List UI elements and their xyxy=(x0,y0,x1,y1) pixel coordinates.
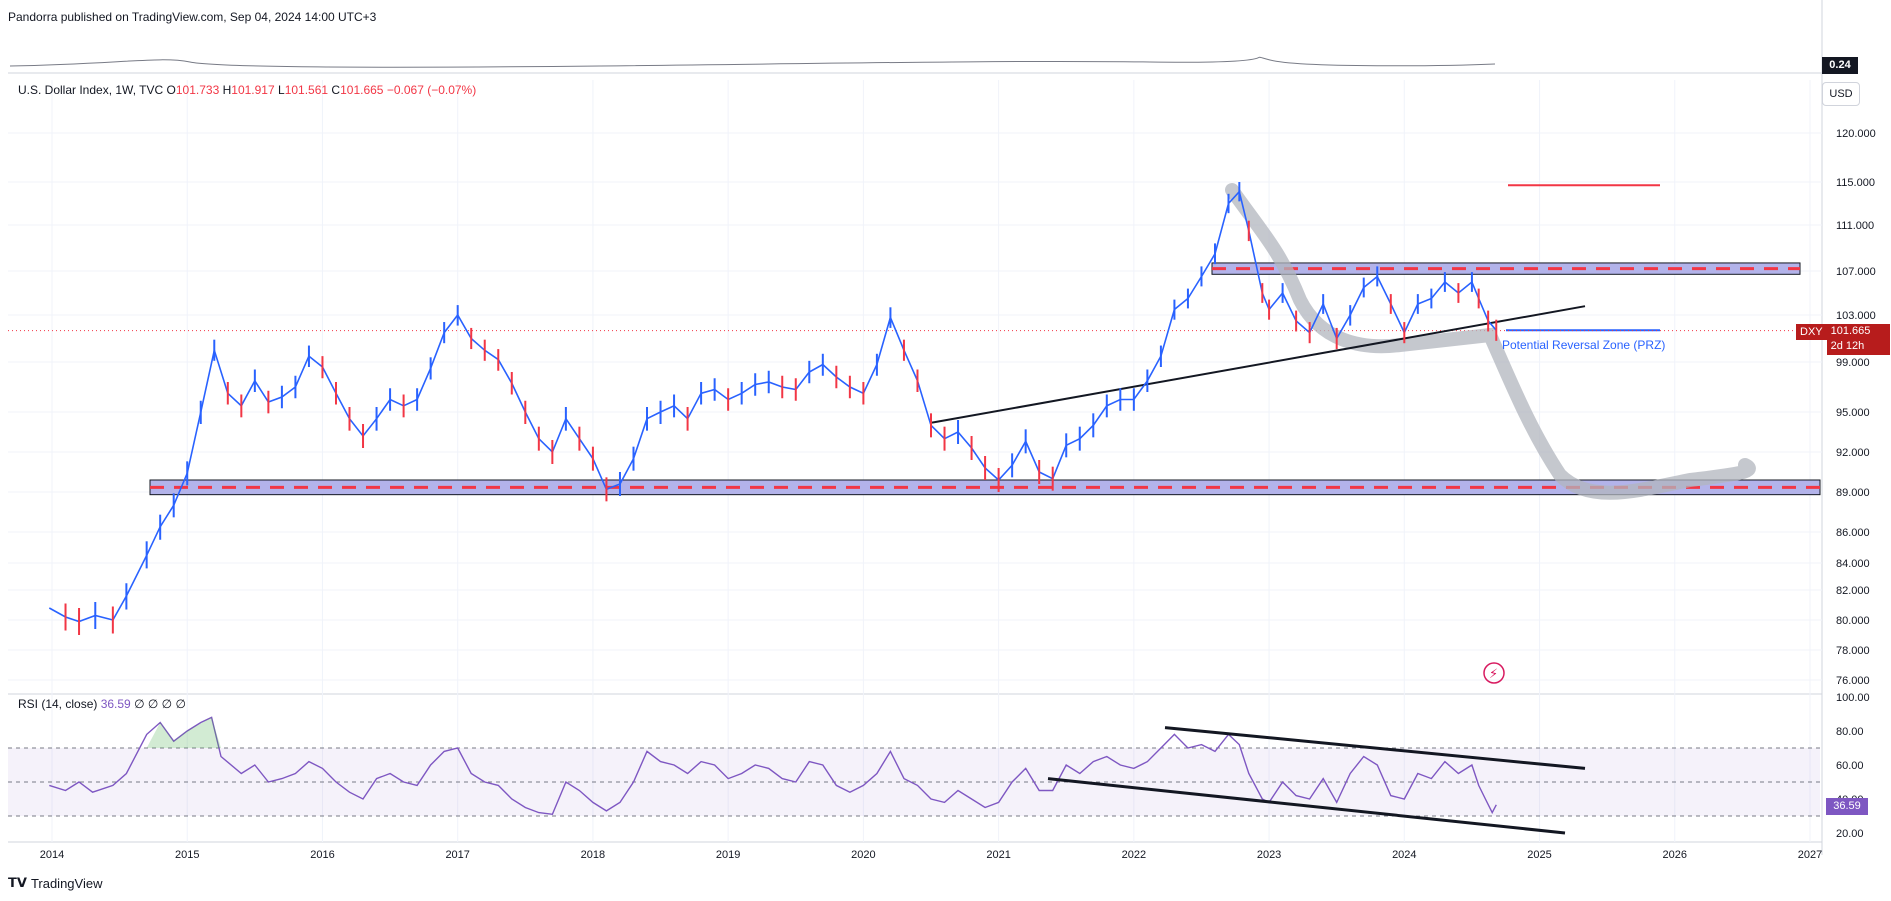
projection-path xyxy=(1225,183,1756,500)
x-tick-label: 2016 xyxy=(310,849,334,861)
y-tick-label: 80.000 xyxy=(1836,615,1870,627)
x-tick-label: 2025 xyxy=(1527,849,1551,861)
x-tick-label: 2024 xyxy=(1392,849,1416,861)
x-tick-label: 2017 xyxy=(445,849,469,861)
y-tick-label: 89.000 xyxy=(1836,487,1870,499)
y-tick-label: 84.000 xyxy=(1836,558,1870,570)
bar-countdown: 2d 12h xyxy=(1830,340,1865,352)
close-value: 101.665 xyxy=(340,83,384,97)
x-tick-label: 2018 xyxy=(581,849,605,861)
brand-label: TradingView xyxy=(30,875,103,891)
low-value: 101.561 xyxy=(284,83,329,97)
rsi-title[interactable]: RSI (14, close) xyxy=(18,697,98,711)
price-legend: U.S. Dollar Index, 1W, TVC O101.733 H101… xyxy=(18,83,476,97)
publisher-header: Pandorra published on TradingView.com, S… xyxy=(8,10,377,24)
y-tick-label: 111.000 xyxy=(1836,220,1874,232)
x-tick-label: 2014 xyxy=(40,849,64,861)
rsi-tick-label: 80.00 xyxy=(1836,726,1864,738)
flash-icon xyxy=(1483,662,1505,684)
last-price-value: 101.665 xyxy=(1830,325,1871,337)
x-tick-label: 2015 xyxy=(175,849,199,861)
y-tick-label: 82.000 xyxy=(1836,585,1870,597)
last-price-tag: DXY 101.665 2d 12h xyxy=(1796,324,1890,355)
y-tick-label: 120.000 xyxy=(1836,128,1876,140)
currency-button[interactable]: USD xyxy=(1822,82,1860,106)
x-tick-label: 2027 xyxy=(1798,849,1822,861)
rsi-extra: ∅ ∅ ∅ ∅ xyxy=(134,697,186,711)
y-tick-label: 86.000 xyxy=(1836,527,1870,539)
rsi-value: 36.59 xyxy=(100,697,131,711)
low-label: L xyxy=(278,83,285,97)
rsi-line xyxy=(49,716,1497,816)
symbol-badge: DXY xyxy=(1796,324,1827,340)
ascending-trendline xyxy=(931,305,1586,424)
x-tick-label: 2026 xyxy=(1663,849,1687,861)
y-tick-label: 78.000 xyxy=(1836,645,1870,657)
y-tick-label: 103.000 xyxy=(1836,310,1876,322)
rsi-lower-trendline xyxy=(1047,777,1566,835)
close-label: C xyxy=(331,83,341,97)
rsi-legend: RSI (14, close) 36.59 ∅ ∅ ∅ ∅ xyxy=(18,697,186,711)
high-value: 101.917 xyxy=(231,83,275,97)
y-tick-label: 99.000 xyxy=(1836,357,1870,369)
flash-glyph: ⚡ xyxy=(1489,667,1498,682)
open-label: O xyxy=(166,83,176,97)
y-tick-label: 107.000 xyxy=(1836,266,1876,278)
rsi-tick-label: 20.00 xyxy=(1836,828,1864,840)
prz-label: Potential Reversal Zone (PRZ) xyxy=(1502,338,1666,352)
x-tick-label: 2023 xyxy=(1257,849,1281,861)
y-tick-label: 76.000 xyxy=(1836,675,1870,687)
rsi-overbought-fill xyxy=(146,717,222,748)
change-value: −0.067 (−0.07%) xyxy=(386,83,477,97)
rsi-last-tag: 36.59 xyxy=(1826,798,1868,815)
x-tick-label: 2022 xyxy=(1122,849,1146,861)
symbol-title[interactable]: U.S. Dollar Index, 1W, TVC xyxy=(18,83,164,97)
x-tick-label: 2019 xyxy=(716,849,740,861)
tradingview-footer[interactable]: 𝗧𝗩 TradingView xyxy=(8,875,102,891)
volume-line xyxy=(9,56,1496,68)
rsi-tick-label: 100.00 xyxy=(1836,692,1870,704)
rsi-upper-trendline xyxy=(1164,726,1586,770)
high-label: H xyxy=(222,83,232,97)
x-tick-label: 2021 xyxy=(986,849,1010,861)
rsi-tick-label: 60.00 xyxy=(1836,760,1864,772)
y-tick-label: 115.000 xyxy=(1836,177,1875,189)
open-value: 101.733 xyxy=(175,83,220,97)
x-tick-label: 2020 xyxy=(851,849,875,861)
y-tick-label: 95.000 xyxy=(1836,407,1870,419)
tradingview-logo-icon: 𝗧𝗩 xyxy=(8,875,27,890)
y-tick-label: 92.000 xyxy=(1836,447,1870,459)
volume-badge: 0.24 xyxy=(1822,57,1858,74)
